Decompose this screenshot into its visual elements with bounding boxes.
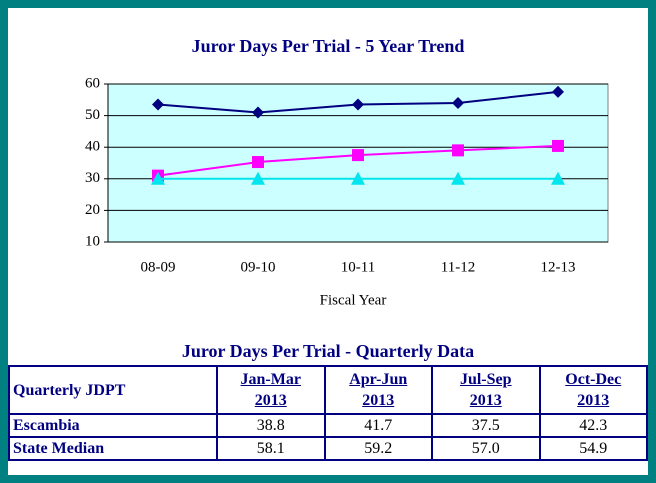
marker: [352, 98, 364, 111]
cell: State Median: [8, 436, 218, 461]
x-tick-label: 08-09: [141, 259, 176, 275]
cell: 37.5: [431, 413, 541, 438]
x-tick-label: 10-11: [341, 259, 375, 275]
chart-title: Juror Days Per Trial - 5 Year Trend: [192, 36, 465, 56]
marker: [551, 171, 565, 185]
cell: 58.1: [216, 436, 326, 461]
cell: 57.0: [431, 436, 541, 461]
x-tick-label: 09-10: [241, 259, 276, 275]
cell: Escambia: [8, 413, 218, 438]
table-title: Juror Days Per Trial - Quarterly Data: [181, 341, 475, 361]
marker: [251, 171, 265, 185]
y-tick-label: 30: [85, 170, 100, 186]
table-row: State Median 58.1 59.2 57.0 54.9: [8, 436, 648, 461]
cell-text: Jul-Sep 2013: [459, 371, 512, 409]
header-cell: Jan-Mar 2013: [216, 365, 326, 415]
x-tick-label: 11-12: [441, 259, 475, 275]
marker: [152, 98, 164, 111]
y-tick-label: 40: [85, 139, 100, 155]
header-cell: Oct-Dec 2013: [538, 365, 648, 415]
cell: 41.7: [323, 413, 433, 438]
cell-text: Oct-Dec 2013: [565, 371, 622, 409]
cell-text: 58.1: [256, 439, 285, 457]
cell-text: 57.0: [471, 439, 500, 457]
marker: [252, 156, 264, 169]
marker: [352, 149, 364, 162]
header-cell: Quarterly JDPT: [8, 365, 218, 415]
cell-text: 38.8: [256, 416, 285, 434]
cell: 59.2: [323, 436, 433, 461]
cell-text: Apr-Jun 2013: [349, 371, 408, 409]
x-tick-label: 12-13: [541, 259, 576, 275]
marker: [452, 144, 464, 157]
cell: 38.8: [216, 413, 326, 438]
cell: 54.9: [538, 436, 648, 461]
marker: [252, 106, 264, 119]
data-table: Quarterly JDPT Jan-Mar 2013 Apr-Jun 2013 Ju…: [8, 365, 648, 461]
chart: Juror Days Per Trial - 5 Year Trend Fisc…: [85, 36, 609, 308]
marker: [151, 171, 165, 185]
header-cell: Apr-Jun 2013: [323, 365, 433, 415]
y-tick-label: 60: [85, 75, 100, 91]
cell-text: 54.9: [579, 439, 608, 457]
cell-text: 42.3: [579, 416, 608, 434]
cell-text: 41.7: [364, 416, 393, 434]
marker: [552, 139, 564, 152]
cell: 42.3: [538, 413, 648, 438]
cell-text: Escambia: [13, 416, 80, 434]
marker: [451, 171, 465, 185]
cell-text: 37.5: [471, 416, 500, 434]
header-cell: Jul-Sep 2013: [431, 365, 541, 415]
y-tick-label: 20: [85, 202, 100, 218]
marker: [351, 171, 365, 185]
table-row: Escambia 38.8 41.7 37.5 42.3: [8, 413, 648, 438]
y-tick-label: 10: [85, 233, 100, 249]
cell-text: Quarterly JDPT: [13, 381, 126, 399]
cell-text: 59.2: [364, 439, 393, 457]
cell-text: Jan-Mar 2013: [240, 371, 301, 409]
marker: [552, 85, 564, 98]
x-axis-label: Fiscal Year: [320, 292, 387, 308]
y-tick-label: 50: [85, 107, 100, 123]
cell-text: State Median: [13, 439, 105, 457]
marker: [452, 96, 464, 109]
